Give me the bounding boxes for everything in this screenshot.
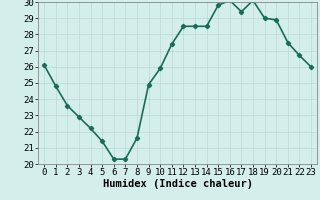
X-axis label: Humidex (Indice chaleur): Humidex (Indice chaleur) (103, 179, 252, 189)
